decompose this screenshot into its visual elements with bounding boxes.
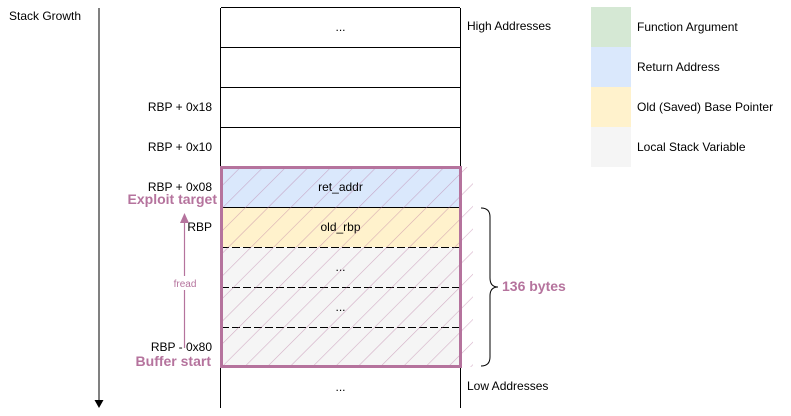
stack-row-text: ... xyxy=(335,380,345,394)
stack-row-cell xyxy=(221,47,460,87)
legend-item: Function Argument xyxy=(591,7,738,47)
bytes-brace xyxy=(480,207,499,367)
stack-row xyxy=(221,127,460,167)
legend-swatch xyxy=(591,7,631,47)
stack-row xyxy=(221,47,460,87)
stack-growth-label: Stack Growth xyxy=(9,9,81,23)
stack-row: ... xyxy=(221,367,460,407)
legend-item: Local Stack Variable xyxy=(591,127,746,167)
offset-label: RBP xyxy=(187,220,212,234)
buffer-hatch xyxy=(221,167,473,367)
legend-swatch xyxy=(591,127,631,167)
offset-label: RBP + 0x18 xyxy=(148,100,212,114)
stack-row-text: ... xyxy=(335,20,345,34)
legend-label: Function Argument xyxy=(637,20,738,34)
legend-label: Return Address xyxy=(637,60,720,74)
fread-label-bg xyxy=(170,276,200,290)
legend-item: Return Address xyxy=(591,47,720,87)
offset-label: RBP + 0x08 xyxy=(148,180,212,194)
legend: Function Argument Return Address Old (Save… xyxy=(591,7,773,167)
stack-row-cell xyxy=(221,367,460,407)
bytes-label: 136 bytes xyxy=(502,278,566,294)
legend-label: Local Stack Variable xyxy=(637,140,746,154)
stack-row-cell xyxy=(221,87,460,127)
buffer-region-frame xyxy=(220,166,462,368)
stack-row xyxy=(221,87,460,127)
low-addresses-label: Low Addresses xyxy=(467,379,548,393)
stack-row: ... xyxy=(221,7,460,47)
stack-growth-arrow-head xyxy=(94,400,104,408)
stack-row-cell xyxy=(221,7,460,47)
high-addresses-label: High Addresses xyxy=(467,19,551,33)
offset-label: RBP - 0x80 xyxy=(151,340,212,354)
exploit-target-label: Exploit target xyxy=(128,191,218,207)
fread-label: fread xyxy=(174,279,197,290)
legend-item: Old (Saved) Base Pointer xyxy=(591,87,773,127)
buffer-start-label: Buffer start xyxy=(136,353,212,369)
stack-row-cell xyxy=(221,127,460,167)
offset-label: RBP + 0x10 xyxy=(148,140,212,154)
legend-swatch xyxy=(591,47,631,87)
legend-swatch xyxy=(591,87,631,127)
offset-labels: RBP + 0x18 RBP + 0x10 RBP + 0x08 RBP RBP - 0… xyxy=(148,100,212,354)
fread-arrow-head xyxy=(180,213,189,223)
legend-label: Old (Saved) Base Pointer xyxy=(637,100,773,114)
